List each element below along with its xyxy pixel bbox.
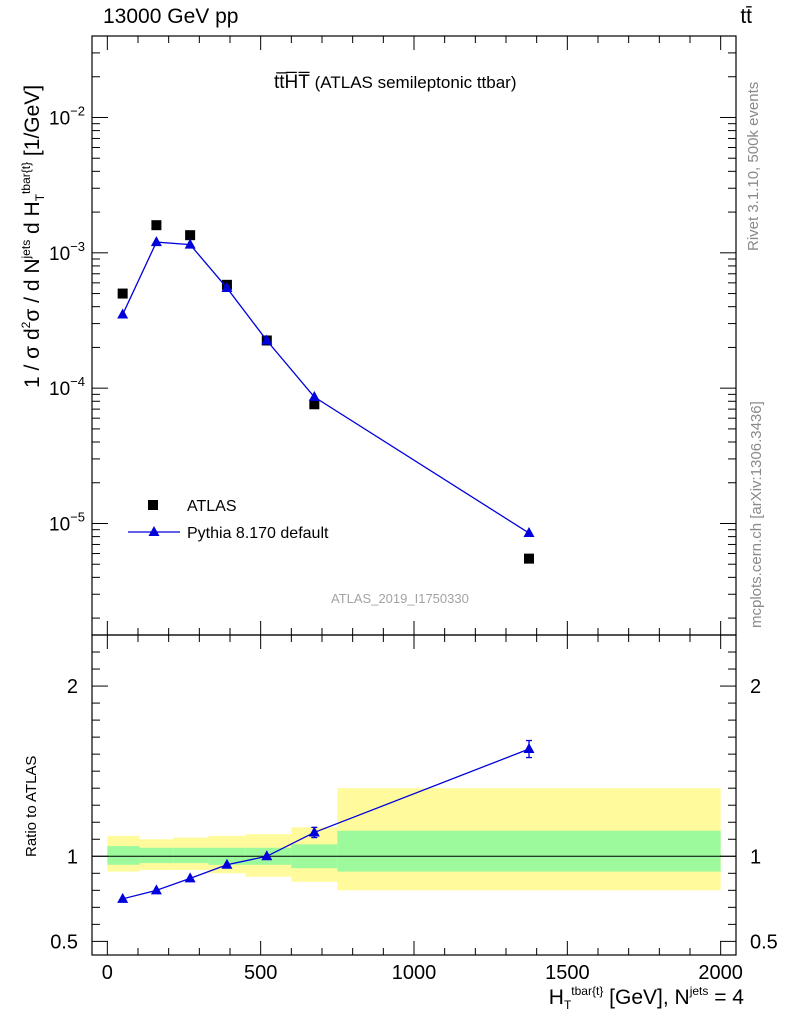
- analysis-id-label: ATLAS_2019_I1750330: [331, 591, 469, 606]
- pythia-point: [308, 391, 320, 402]
- legend-atlas-marker: [148, 500, 158, 510]
- ratio-point: [184, 872, 196, 883]
- pythia-point: [221, 281, 233, 292]
- ratio-y-axis-label: Ratio to ATLAS: [23, 755, 40, 857]
- band-inner-1: [139, 847, 174, 864]
- main-y-axis-label: 1 / σ d2σ / d Njets d HTtbar{t} [1/GeV]: [19, 84, 47, 388]
- band-inner-2: [173, 847, 209, 864]
- tick-labels: 0 500 1000 1500 2000 10−5 10−4 10−3 10−2 0.5 0.5 1 1…: [49, 103, 778, 984]
- ratio-y-tick-label: 2: [67, 676, 78, 698]
- plot-title-sub: (ATLAS semileptonic ttbar): [314, 73, 517, 92]
- legend-pythia-marker: [148, 526, 160, 536]
- ratio-y-tick-label-right: 0.5: [750, 931, 778, 953]
- process-label: tt̄: [740, 5, 752, 28]
- atlas-point: [524, 553, 534, 564]
- atlas-point: [117, 288, 128, 299]
- plot-title: tt̅H̅T̅ (ATLAS semileptonic ttbar): [274, 72, 517, 94]
- band-inner-6: [337, 830, 721, 872]
- atlas-point: [151, 220, 162, 231]
- energy-label: 13000 GeV pp: [103, 5, 239, 28]
- y-tick-label: 10−4: [49, 374, 85, 400]
- ratio-point: [150, 884, 162, 895]
- ratio-point: [117, 892, 129, 903]
- pythia-point: [523, 527, 535, 538]
- x-axis-label: HTtbar{t} [GeV], Njets = 4: [548, 984, 744, 1012]
- pythia-point: [184, 238, 196, 249]
- plot-title-main: tt̅H̅T̅: [274, 72, 310, 93]
- pythia-line: [122, 241, 530, 534]
- pythia-point: [117, 308, 129, 319]
- atlas-point: [309, 399, 320, 410]
- x-tick-label: 2000: [698, 962, 743, 984]
- ratio-point: [308, 826, 320, 837]
- atlas-point: [185, 230, 196, 241]
- rivet-version-label: Rivet 3.1.10, 500k events: [745, 81, 762, 251]
- axes-ticks: [91, 35, 737, 956]
- source-url-label: mcplots.cern.ch [arXiv:1306.3436]: [748, 401, 765, 628]
- x-tick-label: 1000: [392, 962, 437, 984]
- x-tick-label: 1500: [545, 962, 590, 984]
- ratio-point: [221, 858, 233, 869]
- legend: ATLAS Pythia 8.170 default: [128, 498, 329, 542]
- ratio-point: [261, 850, 273, 861]
- y-tick-label: 10−3: [49, 239, 85, 265]
- ratio-y-tick-label-right: 1: [750, 846, 761, 868]
- x-tick-label: 0: [102, 962, 113, 984]
- y-tick-label: 10−2: [49, 103, 85, 129]
- x-tick-label: 500: [244, 962, 277, 984]
- legend-atlas-label: ATLAS: [187, 498, 237, 515]
- ratio-y-tick-label: 1: [67, 846, 78, 868]
- pythia-point: [261, 334, 273, 345]
- ratio-point: [523, 743, 535, 754]
- data-marks: [117, 220, 535, 903]
- legend-pythia-label: Pythia 8.170 default: [187, 525, 329, 542]
- band-inner-0: [107, 846, 140, 865]
- ratio-y-tick-label-right: 2: [750, 676, 761, 698]
- main-frame: [91, 35, 737, 636]
- y-tick-label: 10−5: [49, 509, 85, 535]
- ratio-y-tick-label: 0.5: [50, 931, 78, 953]
- pythia-point: [150, 236, 162, 247]
